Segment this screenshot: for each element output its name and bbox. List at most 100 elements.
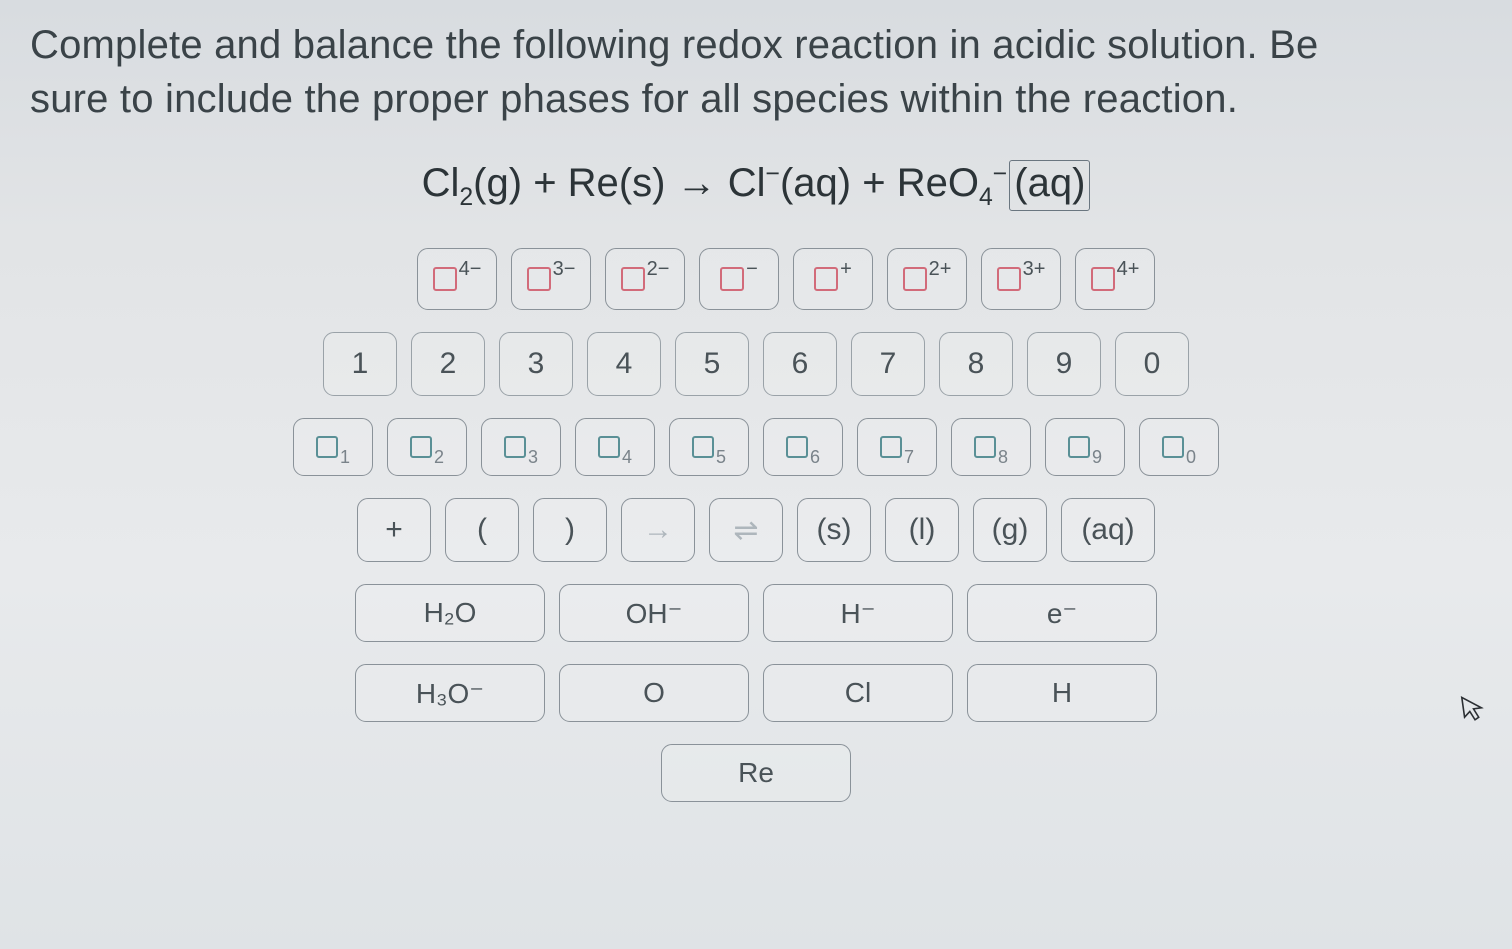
num-label: 1 — [352, 347, 369, 381]
species-label: H₃O⁻ — [416, 677, 484, 710]
key-charge-3plus[interactable]: 3+ — [981, 248, 1061, 310]
key-phase-aq[interactable]: (aq) — [1061, 498, 1155, 562]
key-electron[interactable]: e⁻ — [967, 584, 1157, 642]
placeholder-icon — [997, 267, 1021, 291]
key-num-9[interactable]: 9 — [1027, 332, 1101, 396]
key-charge-4minus[interactable]: 4− — [417, 248, 497, 310]
key-num-6[interactable]: 6 — [763, 332, 837, 396]
key-equilibrium[interactable]: ⇌ — [709, 498, 783, 562]
placeholder-icon — [903, 267, 927, 291]
key-sub-0[interactable]: 0 — [1139, 418, 1219, 476]
key-phase-l[interactable]: (l) — [885, 498, 959, 562]
num-label: 0 — [1144, 347, 1161, 381]
eq-re-phase: (s) — [619, 161, 666, 205]
eq-cl2-phase: (g) — [473, 161, 522, 205]
key-charge-minus[interactable]: − — [699, 248, 779, 310]
key-sub-9[interactable]: 9 — [1045, 418, 1125, 476]
eq-reo4: ReO — [897, 161, 979, 205]
eq-plus-2: + — [862, 161, 896, 205]
eq-reo4-sup: − — [993, 161, 1007, 188]
key-h2o[interactable]: H₂O — [355, 584, 545, 642]
key-num-0[interactable]: 0 — [1115, 332, 1189, 396]
op-label: ⇌ — [733, 513, 758, 548]
placeholder-icon — [1162, 436, 1184, 458]
eq-cl2: Cl — [422, 161, 460, 205]
row-species-2: H₃O⁻ O Cl H — [276, 664, 1236, 722]
key-sub-7[interactable]: 7 — [857, 418, 937, 476]
key-sub-5[interactable]: 5 — [669, 418, 749, 476]
eq-plus-1: + — [533, 161, 567, 205]
key-h[interactable]: H — [967, 664, 1157, 722]
num-label: 8 — [968, 347, 985, 381]
charge-label: 4− — [459, 258, 482, 281]
op-label: (s) — [817, 513, 852, 547]
sub-label: 6 — [810, 447, 820, 468]
key-sub-6[interactable]: 6 — [763, 418, 843, 476]
question-line-2: sure to include the proper phases for al… — [30, 77, 1238, 121]
equation: Cl2(g) + Re(s) → Cl−(aq) + ReO4−(aq) — [0, 160, 1512, 212]
species-label: Cl — [845, 677, 871, 709]
key-phase-s[interactable]: (s) — [797, 498, 871, 562]
op-label: (g) — [992, 513, 1029, 547]
key-plus[interactable]: + — [357, 498, 431, 562]
op-label: (aq) — [1081, 513, 1134, 547]
key-charge-3minus[interactable]: 3− — [511, 248, 591, 310]
key-h3o[interactable]: H₃O⁻ — [355, 664, 545, 722]
row-charges: 4− 3− 2− − + 2+ 3+ 4+ — [336, 248, 1236, 310]
op-label: + — [385, 513, 403, 547]
key-sub-3[interactable]: 3 — [481, 418, 561, 476]
sub-label: 1 — [340, 447, 350, 468]
key-re[interactable]: Re — [661, 744, 851, 802]
placeholder-icon — [527, 267, 551, 291]
key-sub-1[interactable]: 1 — [293, 418, 373, 476]
species-label: e⁻ — [1047, 597, 1077, 630]
species-label: H⁻ — [841, 597, 876, 630]
key-num-1[interactable]: 1 — [323, 332, 397, 396]
key-lparen[interactable]: ( — [445, 498, 519, 562]
key-num-7[interactable]: 7 — [851, 332, 925, 396]
placeholder-icon — [433, 267, 457, 291]
key-arrow[interactable]: → — [621, 498, 695, 562]
key-rparen[interactable]: ) — [533, 498, 607, 562]
key-o[interactable]: O — [559, 664, 749, 722]
eq-re: Re — [568, 161, 619, 205]
key-num-3[interactable]: 3 — [499, 332, 573, 396]
key-num-5[interactable]: 5 — [675, 332, 749, 396]
op-label: ( — [477, 513, 487, 547]
key-sub-8[interactable]: 8 — [951, 418, 1031, 476]
charge-label: 3− — [553, 258, 576, 281]
key-sub-4[interactable]: 4 — [575, 418, 655, 476]
charge-label: 2− — [647, 258, 670, 281]
mouse-cursor-icon — [1460, 693, 1487, 733]
key-charge-2minus[interactable]: 2− — [605, 248, 685, 310]
sub-label: 0 — [1186, 447, 1196, 468]
row-species-3: Re — [276, 744, 1236, 802]
key-phase-g[interactable]: (g) — [973, 498, 1047, 562]
op-label: ) — [565, 513, 575, 547]
eq-reo4-phase: (aq) — [1014, 161, 1085, 205]
num-label: 5 — [704, 347, 721, 381]
placeholder-icon — [974, 436, 996, 458]
sub-label: 9 — [1092, 447, 1102, 468]
sub-label: 3 — [528, 447, 538, 468]
eq-cl-sup: − — [765, 161, 779, 188]
key-charge-2plus[interactable]: 2+ — [887, 248, 967, 310]
key-oh[interactable]: OH⁻ — [559, 584, 749, 642]
key-hminus[interactable]: H⁻ — [763, 584, 953, 642]
key-num-4[interactable]: 4 — [587, 332, 661, 396]
charge-label: − — [746, 258, 758, 281]
key-num-2[interactable]: 2 — [411, 332, 485, 396]
key-cl[interactable]: Cl — [763, 664, 953, 722]
key-sub-2[interactable]: 2 — [387, 418, 467, 476]
placeholder-icon — [786, 436, 808, 458]
row-subscripts: 1 2 3 4 5 6 7 8 9 0 — [276, 418, 1236, 476]
eq-reo4-phase-cursor[interactable]: (aq) — [1009, 160, 1090, 211]
key-num-8[interactable]: 8 — [939, 332, 1013, 396]
key-charge-plus[interactable]: + — [793, 248, 873, 310]
key-charge-4plus[interactable]: 4+ — [1075, 248, 1155, 310]
op-label: → — [643, 513, 673, 547]
placeholder-icon — [598, 436, 620, 458]
sub-label: 5 — [716, 447, 726, 468]
species-label: Re — [738, 757, 774, 789]
num-label: 9 — [1056, 347, 1073, 381]
